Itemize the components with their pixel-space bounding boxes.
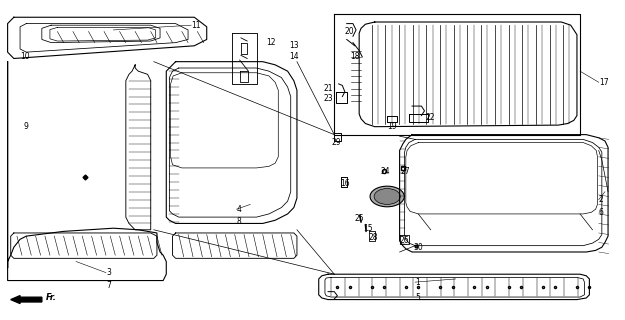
Text: 11: 11 <box>191 21 201 30</box>
Text: 23: 23 <box>324 94 333 103</box>
Text: 18: 18 <box>350 52 359 61</box>
Text: 5: 5 <box>415 293 420 302</box>
Text: 25: 25 <box>355 214 364 223</box>
Text: 6: 6 <box>599 208 604 217</box>
Text: 13: 13 <box>289 41 299 50</box>
Text: 19: 19 <box>387 122 397 131</box>
Ellipse shape <box>374 188 400 204</box>
Text: 2: 2 <box>599 195 604 204</box>
Text: 26: 26 <box>399 236 409 245</box>
Text: 27: 27 <box>401 167 411 176</box>
Text: 24: 24 <box>381 167 391 176</box>
Text: 3: 3 <box>106 268 111 277</box>
Text: 29: 29 <box>331 138 341 147</box>
Text: 12: 12 <box>266 38 276 47</box>
Text: 7: 7 <box>106 281 111 290</box>
Text: 17: 17 <box>599 78 608 87</box>
Text: 20: 20 <box>345 27 354 36</box>
Text: 16: 16 <box>341 179 350 188</box>
Text: 30: 30 <box>413 243 423 252</box>
Text: 4: 4 <box>237 205 241 214</box>
FancyArrow shape <box>11 296 42 304</box>
Text: 15: 15 <box>363 224 372 233</box>
Text: 22: 22 <box>426 113 435 122</box>
Text: 21: 21 <box>324 84 333 93</box>
Text: 28: 28 <box>369 233 378 242</box>
Text: 1: 1 <box>415 278 420 287</box>
Text: 8: 8 <box>237 217 241 226</box>
Ellipse shape <box>370 186 404 207</box>
Text: 10: 10 <box>20 52 29 61</box>
Text: 9: 9 <box>23 122 28 131</box>
Text: Fr.: Fr. <box>46 293 57 302</box>
Text: 14: 14 <box>289 52 299 61</box>
